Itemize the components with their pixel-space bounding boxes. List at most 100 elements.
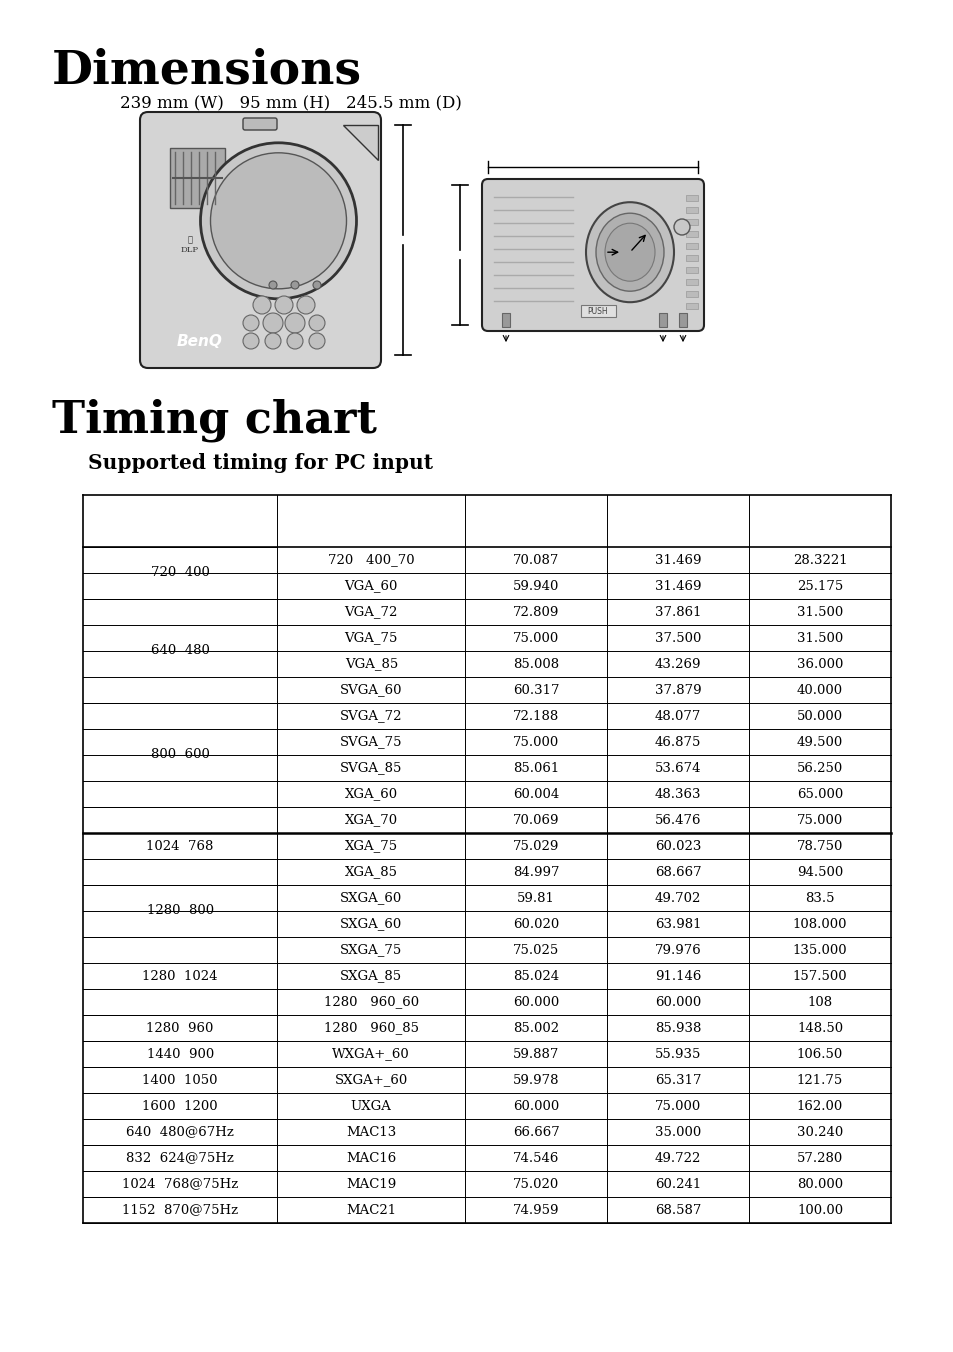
Bar [679, 314, 686, 327]
Text: 59.887: 59.887 [513, 1048, 558, 1060]
Bar [685, 219, 698, 224]
FancyBboxPatch shape [243, 118, 276, 130]
Text: 53.674: 53.674 [654, 761, 700, 775]
Circle shape [200, 143, 356, 299]
Text: 28.3221: 28.3221 [792, 553, 846, 566]
Text: BenQ: BenQ [177, 334, 223, 350]
Text: 100.00: 100.00 [796, 1203, 842, 1217]
Text: 65.317: 65.317 [654, 1073, 700, 1087]
Text: 1600  1200: 1600 1200 [142, 1099, 218, 1113]
Text: 72.188: 72.188 [513, 710, 558, 722]
Text: 31.500: 31.500 [796, 631, 842, 645]
Text: 85.024: 85.024 [513, 969, 558, 983]
Text: 640  480@67Hz: 640 480@67Hz [126, 1125, 233, 1138]
Text: 37.861: 37.861 [654, 606, 700, 618]
Text: 40.000: 40.000 [796, 684, 842, 696]
Text: 57.280: 57.280 [796, 1152, 842, 1164]
Text: WXGA+_60: WXGA+_60 [332, 1048, 410, 1060]
Text: 59.978: 59.978 [513, 1073, 558, 1087]
Text: 84.997: 84.997 [513, 865, 558, 879]
Text: 85.938: 85.938 [654, 1022, 700, 1034]
Text: 832  624@75Hz: 832 624@75Hz [126, 1152, 233, 1164]
Text: Ⓐ: Ⓐ [188, 235, 193, 245]
Circle shape [287, 333, 303, 349]
Bar [685, 243, 698, 249]
Circle shape [285, 314, 305, 333]
Text: 60.023: 60.023 [654, 840, 700, 853]
FancyBboxPatch shape [140, 112, 380, 368]
Circle shape [211, 153, 346, 289]
Circle shape [673, 219, 689, 235]
Text: 1152  870@75Hz: 1152 870@75Hz [122, 1203, 238, 1217]
Text: SVGA_60: SVGA_60 [339, 684, 402, 696]
Text: 56.250: 56.250 [796, 761, 842, 775]
Text: 60.004: 60.004 [513, 787, 558, 800]
Text: 66.667: 66.667 [512, 1125, 558, 1138]
Text: SVGA_85: SVGA_85 [339, 761, 402, 775]
Circle shape [296, 296, 314, 314]
Text: 68.667: 68.667 [654, 865, 700, 879]
Text: 1024  768@75Hz: 1024 768@75Hz [122, 1178, 238, 1191]
Text: UXGA: UXGA [351, 1099, 392, 1113]
Text: 79.976: 79.976 [654, 944, 700, 956]
Circle shape [263, 314, 283, 333]
Text: 63.981: 63.981 [654, 918, 700, 930]
Text: 157.500: 157.500 [792, 969, 846, 983]
Text: 1280  800: 1280 800 [147, 904, 213, 918]
Text: 1280   960_60: 1280 960_60 [323, 995, 418, 1009]
Circle shape [274, 296, 293, 314]
Text: 60.020: 60.020 [513, 918, 558, 930]
Bar [685, 256, 698, 261]
Bar [685, 231, 698, 237]
Text: 74.546: 74.546 [513, 1152, 558, 1164]
Text: 78.750: 78.750 [796, 840, 842, 853]
Circle shape [309, 315, 325, 331]
Text: MAC21: MAC21 [346, 1203, 395, 1217]
Text: 72.809: 72.809 [513, 606, 558, 618]
Text: 106.50: 106.50 [796, 1048, 842, 1060]
Text: 60.000: 60.000 [655, 995, 700, 1009]
Text: 31.469: 31.469 [654, 553, 700, 566]
Text: 720   400_70: 720 400_70 [328, 553, 415, 566]
Text: 56.476: 56.476 [654, 814, 700, 826]
Bar [170, 147, 225, 208]
Circle shape [269, 281, 276, 289]
Text: 36.000: 36.000 [796, 657, 842, 671]
Text: 31.469: 31.469 [654, 580, 700, 592]
Text: SXGA_75: SXGA_75 [340, 944, 402, 956]
Bar [659, 314, 666, 327]
Text: 60.000: 60.000 [513, 1099, 558, 1113]
Text: 59.940: 59.940 [513, 580, 558, 592]
Circle shape [291, 281, 298, 289]
Text: 135.000: 135.000 [792, 944, 846, 956]
Text: 65.000: 65.000 [796, 787, 842, 800]
Text: VGA_72: VGA_72 [344, 606, 397, 618]
Bar [685, 279, 698, 285]
Ellipse shape [604, 223, 655, 281]
Circle shape [243, 333, 258, 349]
Text: 37.500: 37.500 [654, 631, 700, 645]
Text: SVGA_72: SVGA_72 [339, 710, 402, 722]
Text: Timing chart: Timing chart [52, 397, 376, 442]
Text: 85.008: 85.008 [513, 657, 558, 671]
Text: 1280  960: 1280 960 [147, 1022, 213, 1034]
Bar [501, 314, 510, 327]
Text: SXGA_85: SXGA_85 [340, 969, 402, 983]
Circle shape [313, 281, 320, 289]
Text: 60.317: 60.317 [513, 684, 558, 696]
Text: 94.500: 94.500 [796, 865, 842, 879]
Text: 37.879: 37.879 [654, 684, 700, 696]
Text: 49.500: 49.500 [796, 735, 842, 749]
Text: 85.061: 85.061 [513, 761, 558, 775]
Text: PUSH: PUSH [587, 307, 608, 315]
Text: SXGA+_60: SXGA+_60 [335, 1073, 408, 1087]
Text: 43.269: 43.269 [654, 657, 700, 671]
Text: XGA_85: XGA_85 [344, 865, 397, 879]
Text: MAC13: MAC13 [346, 1125, 395, 1138]
Bar [685, 303, 698, 310]
Text: 75.025: 75.025 [513, 944, 558, 956]
Text: 75.000: 75.000 [796, 814, 842, 826]
Bar [580, 306, 616, 316]
Text: 55.935: 55.935 [654, 1048, 700, 1060]
Text: Dimensions: Dimensions [52, 49, 362, 95]
